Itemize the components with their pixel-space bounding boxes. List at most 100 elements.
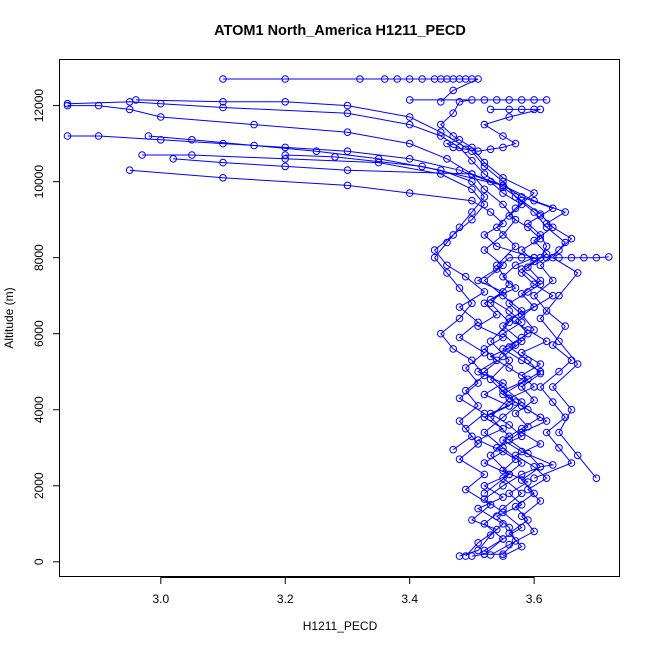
data-point xyxy=(343,181,352,190)
data-point xyxy=(461,272,470,281)
data-point xyxy=(493,310,501,319)
series-line xyxy=(67,101,554,557)
series-line xyxy=(135,99,597,479)
data-point xyxy=(461,485,470,494)
data-point xyxy=(219,98,227,106)
data-point xyxy=(443,261,451,270)
data-point xyxy=(474,318,482,327)
data-point xyxy=(480,246,489,254)
data-point xyxy=(517,333,526,342)
data-point xyxy=(499,482,507,490)
data-point xyxy=(449,445,458,454)
data-point xyxy=(499,291,507,300)
data-point xyxy=(468,170,476,178)
data-point xyxy=(461,145,470,154)
series-line xyxy=(445,108,541,152)
data-point xyxy=(517,379,526,387)
data-point xyxy=(530,236,538,245)
data-point xyxy=(542,417,551,425)
data-point xyxy=(219,158,227,167)
series-line xyxy=(285,154,555,551)
chart-title: ATOM1 North_America H1211_PECD xyxy=(214,23,466,39)
data-point xyxy=(493,242,501,251)
data-point xyxy=(474,539,482,547)
series-line xyxy=(223,78,479,103)
data-point xyxy=(517,470,526,479)
series-profile-2 xyxy=(125,166,538,560)
data-point xyxy=(468,356,476,365)
series-line xyxy=(142,154,498,557)
data-point xyxy=(605,253,613,261)
data-point xyxy=(474,504,482,513)
data-point xyxy=(486,375,495,384)
data-point xyxy=(455,333,464,342)
data-point xyxy=(517,356,526,365)
y-tick-label: 8000 xyxy=(32,244,46,271)
data-point xyxy=(505,307,514,315)
data-point xyxy=(524,288,532,296)
data-point xyxy=(430,253,439,262)
data-point xyxy=(499,181,507,190)
data-point xyxy=(499,352,507,361)
data-point xyxy=(517,447,526,456)
data-point xyxy=(530,257,538,266)
data-point xyxy=(499,552,507,560)
data-point xyxy=(493,261,501,270)
data-point xyxy=(480,170,489,178)
data-layer xyxy=(63,75,613,560)
data-point xyxy=(499,322,507,330)
x-tick-label: 3.6 xyxy=(526,592,543,606)
y-axis-label: Altitude (m) xyxy=(2,287,16,348)
data-point xyxy=(480,231,489,239)
data-point xyxy=(517,193,526,201)
data-point xyxy=(499,520,507,528)
data-point xyxy=(468,215,476,224)
data-point xyxy=(443,269,451,277)
data-point xyxy=(480,489,489,498)
data-point xyxy=(499,231,507,239)
data-point xyxy=(405,75,414,83)
data-point xyxy=(536,413,545,422)
data-point xyxy=(468,96,476,104)
data-point xyxy=(536,212,545,220)
data-point xyxy=(517,96,526,104)
data-point xyxy=(449,86,458,95)
data-point xyxy=(455,223,464,232)
data-point xyxy=(505,523,514,532)
data-point xyxy=(536,105,545,114)
data-point xyxy=(499,535,507,543)
data-point xyxy=(486,501,495,509)
data-point xyxy=(549,398,557,406)
data-point xyxy=(281,151,290,159)
data-point xyxy=(511,261,520,270)
data-point xyxy=(499,383,507,391)
data-point xyxy=(486,352,495,361)
data-point xyxy=(455,284,464,292)
data-point xyxy=(499,474,507,483)
data-point xyxy=(461,552,470,560)
data-point xyxy=(505,394,514,403)
data-point xyxy=(511,409,520,418)
plot-frame xyxy=(59,59,620,577)
data-point xyxy=(542,474,551,483)
data-point xyxy=(499,444,507,452)
data-point xyxy=(499,143,507,152)
data-point xyxy=(486,413,495,422)
data-point xyxy=(524,405,532,414)
data-point xyxy=(405,96,414,104)
data-point xyxy=(480,495,489,503)
data-point xyxy=(567,253,576,262)
data-point xyxy=(493,356,501,365)
x-tick-label: 3.0 xyxy=(152,592,169,606)
data-point xyxy=(281,162,290,171)
x-axis: 3.0 3.2 3.4 3.6 xyxy=(152,577,543,606)
data-point xyxy=(474,75,482,83)
data-point xyxy=(505,432,514,441)
data-point xyxy=(549,253,557,262)
data-point xyxy=(480,428,489,437)
data-point xyxy=(499,508,507,517)
data-point xyxy=(511,537,520,545)
data-point xyxy=(480,348,489,357)
data-point xyxy=(381,75,389,83)
data-point xyxy=(449,231,458,239)
